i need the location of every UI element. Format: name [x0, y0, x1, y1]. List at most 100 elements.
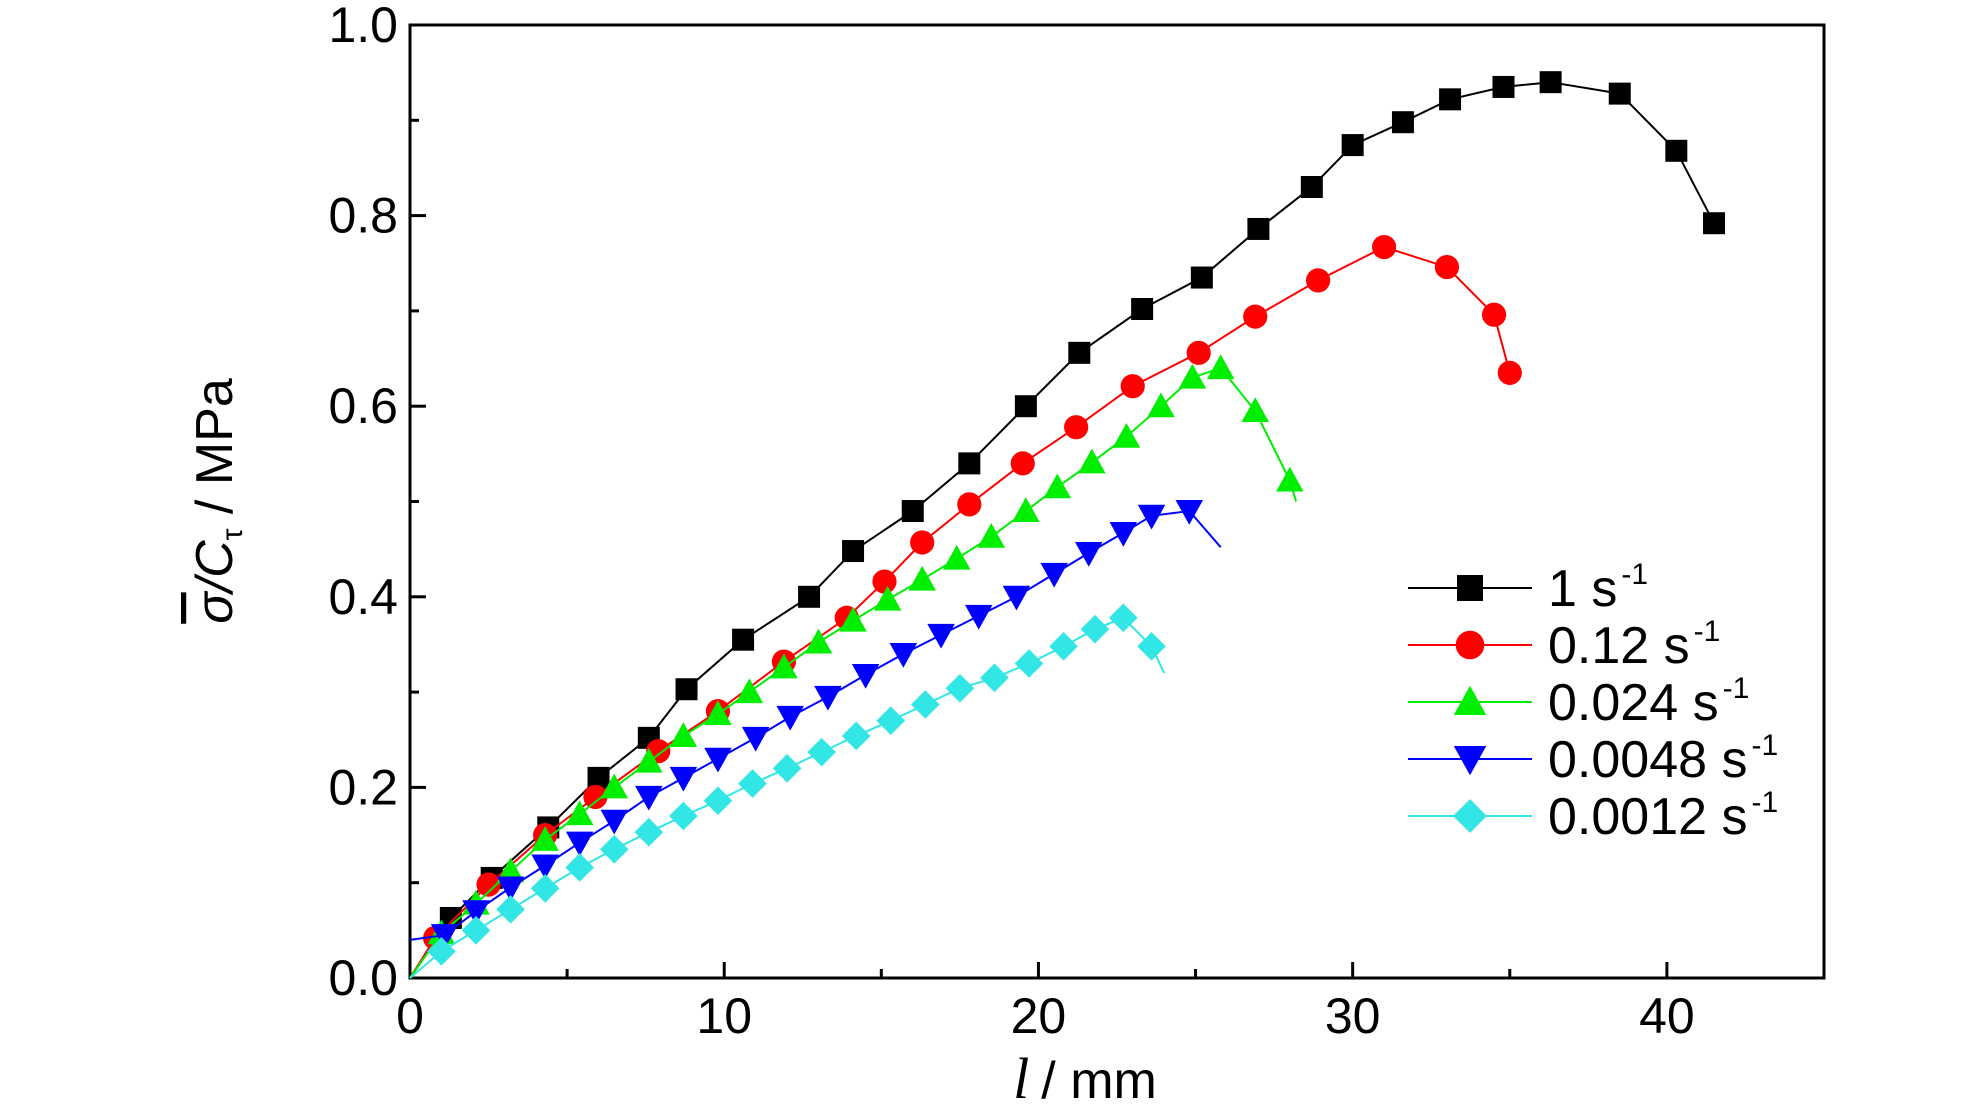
data-point [841, 721, 871, 751]
data-point [1068, 341, 1091, 364]
data-point [1391, 111, 1414, 134]
data-point [462, 900, 490, 926]
data-point [565, 800, 594, 826]
data-point [1147, 392, 1175, 418]
data-point [1120, 374, 1145, 399]
legend-label: 1 s -1 [1548, 558, 1648, 618]
legend-entry: 0.12 s -1 [1408, 615, 1720, 675]
data-point [908, 565, 936, 591]
data-point [980, 663, 1009, 693]
data-point [1131, 297, 1154, 320]
data-point [1241, 397, 1270, 422]
series-0 [409, 71, 1726, 979]
series-line [409, 509, 1222, 941]
data-point [476, 872, 501, 897]
data-point [1300, 176, 1323, 199]
data-point [587, 766, 610, 789]
data-point [635, 747, 663, 773]
y-tick-label: 0.4 [328, 569, 398, 625]
y-axis-subscript: τ [216, 528, 249, 540]
data-point [430, 924, 459, 949]
y-axis-unit: / MPa [186, 378, 244, 528]
data-point [1112, 422, 1141, 448]
data-point [1703, 212, 1726, 235]
data-point [496, 857, 525, 883]
x-axis-variable: l [1013, 1046, 1029, 1110]
data-point [1434, 254, 1460, 280]
data-point [735, 678, 764, 704]
data-point [772, 754, 802, 783]
y-tick-label: 0.6 [328, 378, 398, 434]
y-axis-sigma: σ [186, 591, 244, 624]
series-line [409, 245, 1511, 979]
data-point [635, 785, 663, 811]
data-point [945, 673, 975, 703]
data-point [1453, 799, 1487, 833]
data-point [873, 585, 902, 611]
legend-label: 0.12 s -1 [1548, 615, 1720, 675]
data-point [496, 895, 525, 924]
y-tick-label: 0.0 [328, 950, 398, 1006]
data-point [776, 705, 804, 731]
data-point [804, 628, 833, 654]
data-point [876, 706, 906, 735]
data-point [1064, 415, 1089, 440]
data-point [634, 817, 664, 847]
data-point [1012, 497, 1040, 523]
data-point [530, 874, 560, 903]
series-line [409, 81, 1715, 979]
data-point [439, 906, 462, 929]
data-point [1074, 541, 1103, 567]
data-point [1457, 575, 1483, 601]
legend-entry: 0.024 s -1 [1408, 672, 1749, 732]
x-tick-label: 10 [696, 988, 752, 1044]
data-point [1539, 71, 1562, 94]
x-tick-label: 40 [1639, 988, 1695, 1044]
data-point [851, 663, 880, 689]
y-axis: 0.0 0.2 0.4 0.6 0.8 1.0 [328, 0, 426, 1006]
data-point [600, 809, 628, 835]
data-point [1453, 746, 1487, 776]
data-point [770, 653, 798, 679]
data-point [814, 685, 842, 711]
data-point [599, 835, 629, 864]
data-point [675, 678, 698, 701]
data-point [461, 916, 491, 945]
data-point [1306, 268, 1331, 293]
series-line [409, 366, 1298, 979]
legend-label: 0.024 s -1 [1548, 672, 1749, 732]
data-point [704, 700, 732, 726]
data-point [1276, 466, 1304, 492]
data-point [496, 876, 525, 902]
data-point [669, 801, 698, 831]
data-point [1439, 88, 1462, 111]
data-point [669, 766, 698, 792]
data-point [669, 722, 698, 747]
legend-label: 0.0012 s -1 [1548, 786, 1778, 846]
data-point [1040, 562, 1068, 588]
x-tick-label: 0 [396, 988, 424, 1044]
data-point [964, 604, 993, 630]
data-point [1341, 134, 1364, 157]
data-point [1014, 395, 1037, 418]
data-point [901, 500, 924, 523]
data-point [1010, 451, 1035, 476]
data-point [1109, 521, 1138, 547]
data-point [1043, 473, 1072, 499]
x-axis-unit: / mm [1041, 1052, 1157, 1110]
data-point [1453, 685, 1487, 715]
data-point [807, 737, 836, 767]
data-point [872, 569, 897, 594]
y-axis-ratio: /C [186, 540, 244, 595]
y-tick-label: 0.2 [328, 759, 398, 815]
legend-entry: 1 s -1 [1408, 558, 1648, 618]
data-point [738, 769, 767, 798]
data-point [1481, 302, 1507, 327]
y-axis-title: σ/Cτ / MPa [186, 378, 249, 624]
y-tick-label: 1.0 [328, 0, 398, 53]
x-axis-title: l / mm [1013, 1046, 1157, 1110]
data-point [565, 831, 594, 857]
data-point [1078, 448, 1106, 474]
data-point [1108, 603, 1138, 633]
